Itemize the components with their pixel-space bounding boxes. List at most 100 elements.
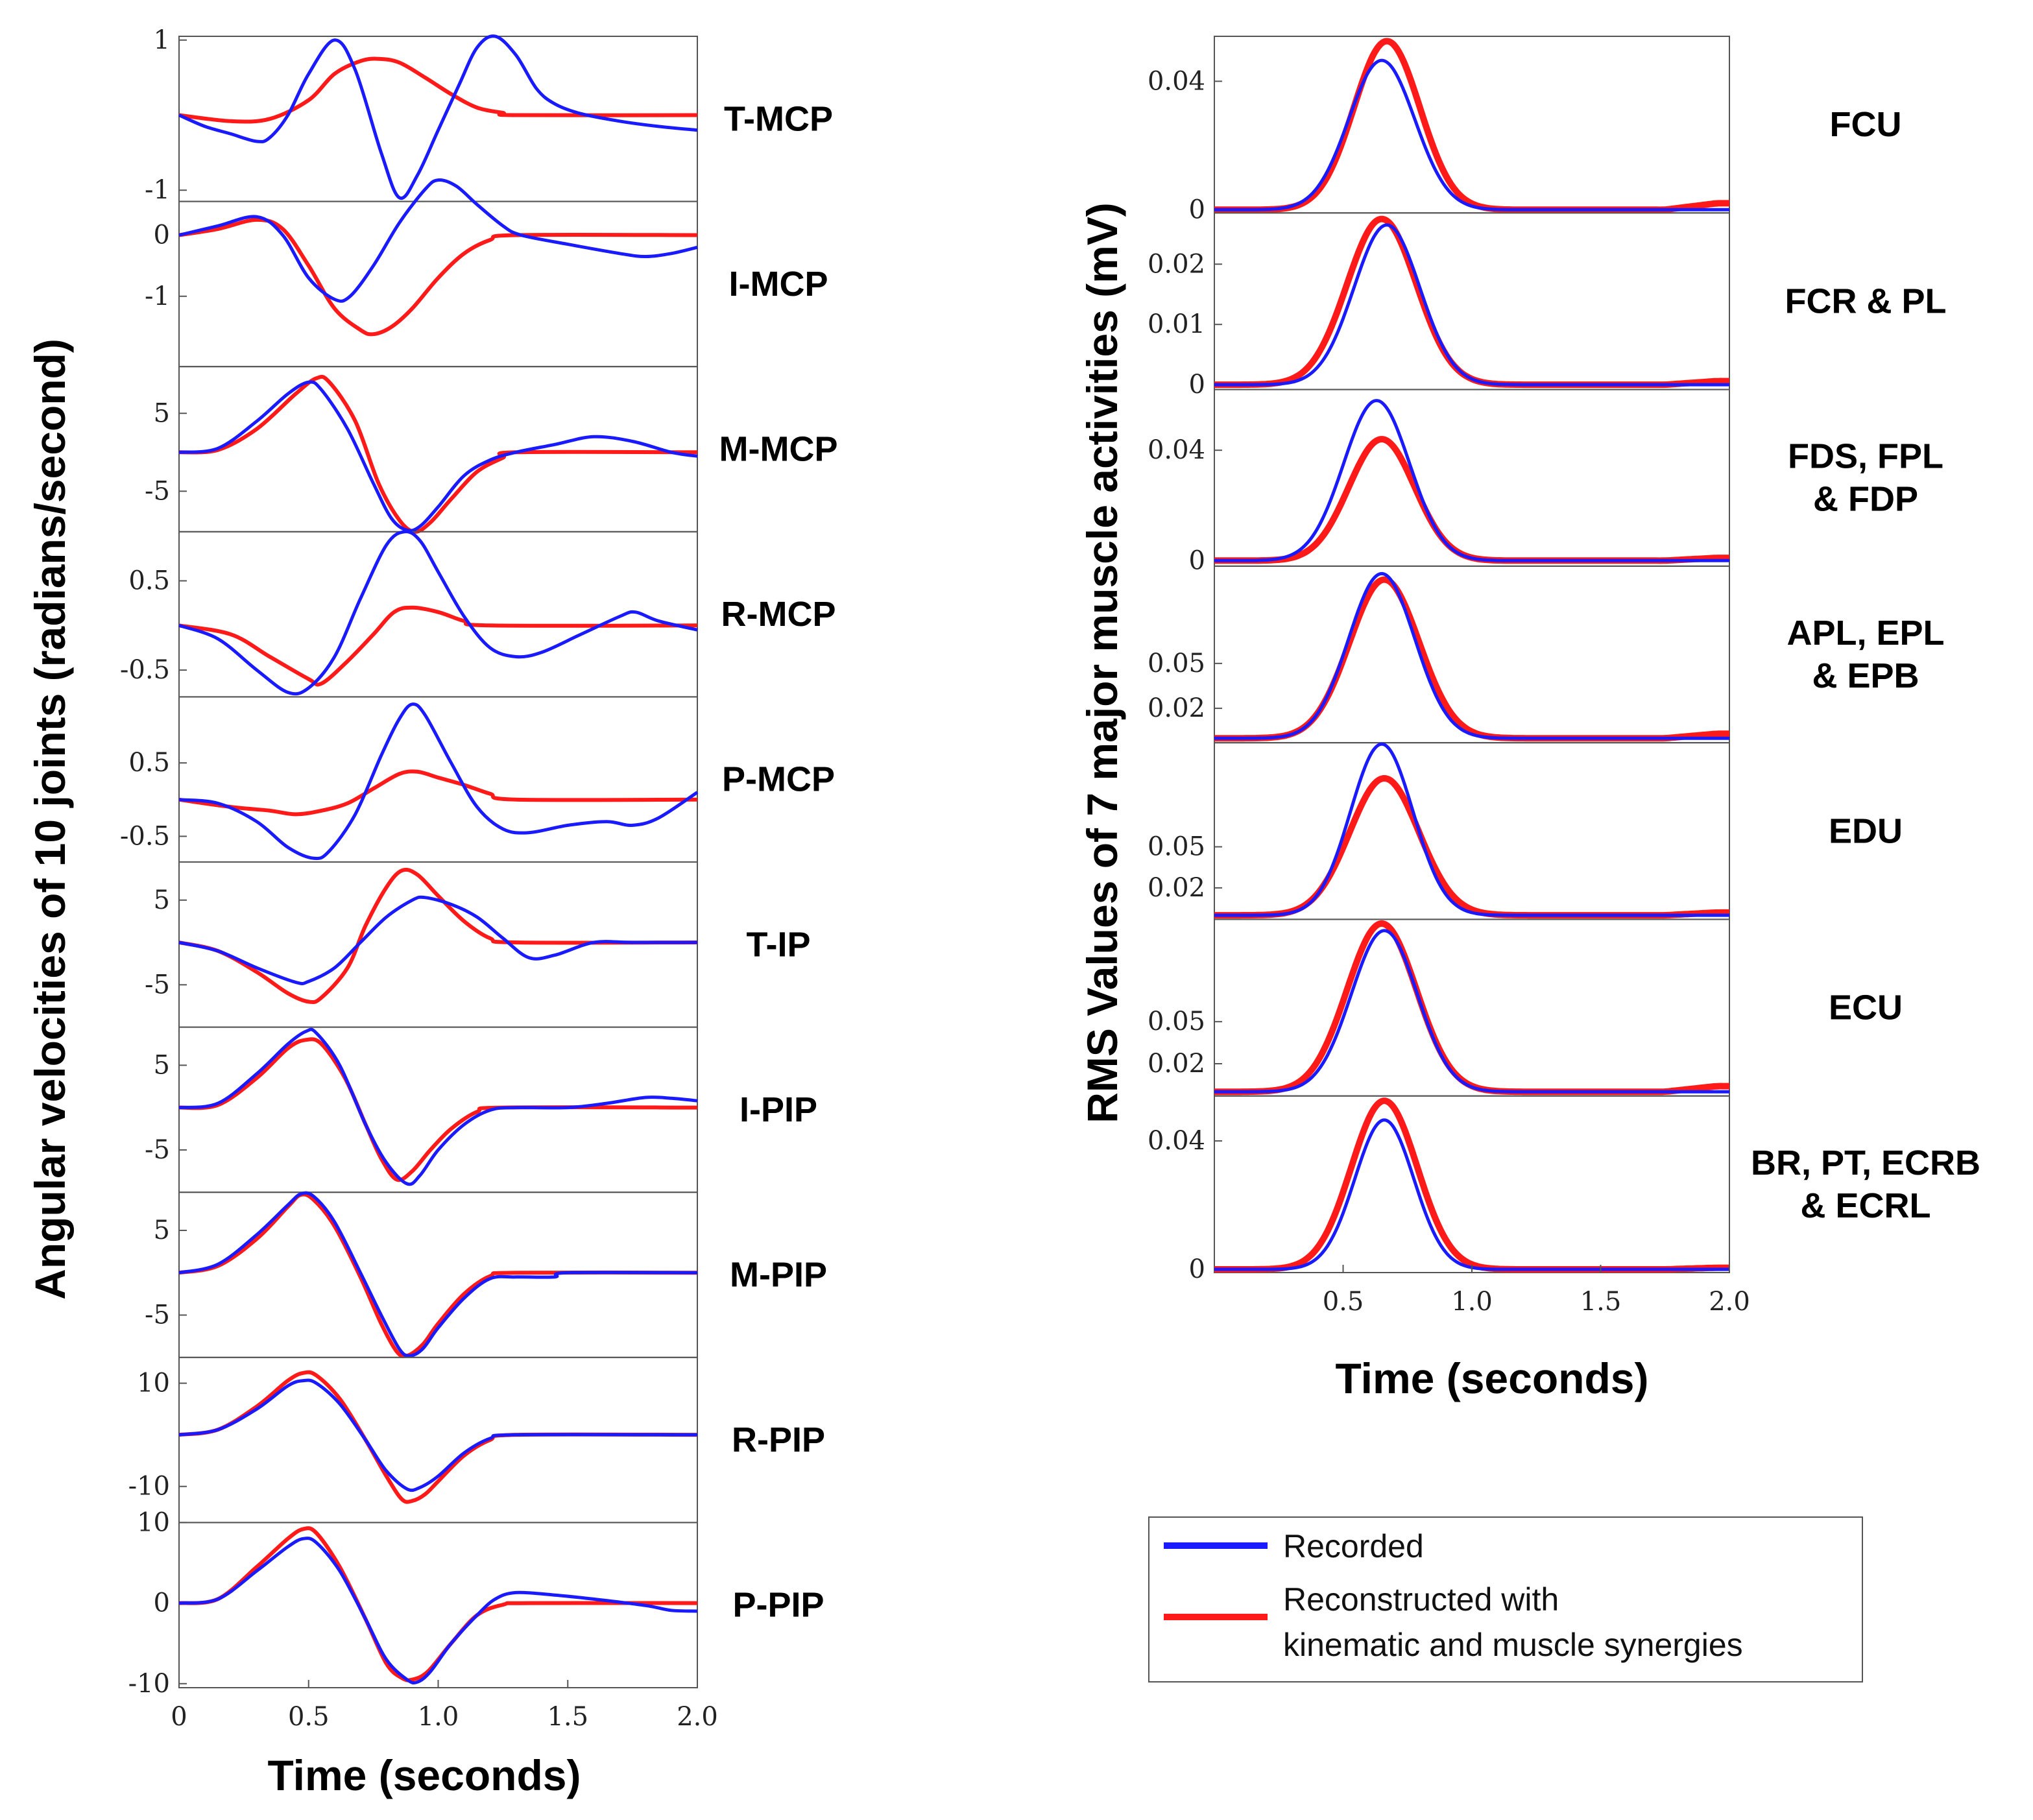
- y-tick-label: -0.5: [120, 821, 170, 851]
- y-tick-label: 0.04: [1148, 1126, 1205, 1156]
- subplot-label: BR, PT, ECRB: [1751, 1143, 1980, 1182]
- series-line-recorded: [178, 895, 697, 986]
- series-line-reconstructed: [1214, 775, 1729, 919]
- series-line-recorded: [178, 1378, 698, 1492]
- subplot-label: R-MCP: [721, 595, 836, 634]
- subplot-frame: [178, 1191, 698, 1358]
- subplot-frame: [178, 1026, 698, 1193]
- x-tick-label: 1.0: [418, 1702, 459, 1732]
- subplot-label: T-MCP: [724, 99, 833, 138]
- subplot-i-pip: 5 -5 I-PIP: [145, 1026, 817, 1193]
- subplot-label: ECU: [1829, 988, 1903, 1027]
- subplot-t-mcp: 1 -1 T-MCP: [145, 25, 833, 205]
- subplot-label: R-PIP: [732, 1420, 825, 1459]
- left-x-axis-title: Time (seconds): [268, 1751, 581, 1799]
- y-tick-label: 0: [154, 220, 170, 250]
- legend-swatch-recorded: [1164, 1542, 1268, 1549]
- x-tick-label: 2.0: [677, 1702, 718, 1732]
- legend-swatch-reconstructed: [1164, 1614, 1268, 1620]
- subplot-label: FCU: [1830, 105, 1902, 144]
- series-line-reconstructed: [178, 1370, 698, 1504]
- y-tick-label: 0.04: [1148, 435, 1205, 465]
- y-tick-label: 0: [1189, 370, 1205, 400]
- series-line-recorded: [1214, 1118, 1729, 1271]
- x-tick-label: 1.0: [1451, 1287, 1493, 1317]
- subplot-label: P-MCP: [722, 760, 835, 799]
- subplot-frame: [1214, 212, 1730, 390]
- series-line-recorded: [1214, 399, 1729, 562]
- subplot-label: & FDP: [1813, 480, 1918, 519]
- legend: Recorded Reconstructed with kinematic an…: [1148, 1516, 1863, 1682]
- y-tick-label: 1: [154, 25, 170, 55]
- y-tick-label: -5: [145, 476, 170, 506]
- series-line-reconstructed: [178, 56, 698, 124]
- y-tick-label: -1: [145, 175, 170, 205]
- subplot-ecu: 0.05 0.02 ECU: [1148, 918, 1903, 1097]
- subplot-frame: [178, 200, 698, 368]
- x-tick-label: 1.5: [1580, 1287, 1622, 1317]
- series-line-recorded: [1214, 929, 1729, 1094]
- y-tick-label: 5: [154, 398, 170, 428]
- x-tick-label: 1.5: [547, 1702, 588, 1732]
- legend-label-reconstructed-line1: Reconstructed with: [1283, 1581, 1559, 1618]
- subplot-label: M-MCP: [719, 430, 838, 469]
- series-line-recorded: [1214, 742, 1729, 917]
- series-line-reconstructed: [1214, 1097, 1729, 1273]
- y-tick-label: 0.05: [1148, 1007, 1205, 1036]
- y-tick-label: 0.5: [128, 748, 170, 778]
- series-line-recorded: [178, 34, 698, 200]
- subplot-label: APL, EPL: [1786, 614, 1944, 653]
- subplot-frame: [1214, 36, 1730, 214]
- y-tick-label: 0: [1189, 545, 1205, 575]
- subplot-t-ip: 5 -5 T-IP: [145, 861, 811, 1028]
- right-y-axis-title: RMS Values of 7 major muscle activities …: [1078, 202, 1126, 1123]
- subplot-frame: [1214, 742, 1730, 920]
- subplot-label: FDS, FPL: [1788, 437, 1943, 476]
- series-line-reconstructed: [178, 867, 698, 1005]
- subplot-br-pt-ecrb-ecrl: 0.04 0 BR, PT, ECRB & ECRL: [1148, 1095, 1980, 1284]
- series-line-recorded: [1214, 58, 1729, 211]
- subplot-fcu: 0.04 0 FCU: [1148, 36, 1902, 224]
- series-line-recorded: [1214, 571, 1729, 740]
- x-tick-label: 0.5: [288, 1702, 330, 1732]
- series-line-recorded: [178, 178, 698, 303]
- subplot-label: I-MCP: [729, 265, 828, 304]
- subplot-apl-epl-epb: 0.05 0.02 APL, EPL& EPB: [1148, 565, 1945, 744]
- series-line-reconstructed: [178, 1526, 698, 1682]
- x-tick-label: 0: [171, 1702, 187, 1732]
- subplot-edu: 0.05 0.02 EDU: [1148, 742, 1903, 920]
- subplot-frame: [178, 1356, 698, 1524]
- series-line-reconstructed: [1214, 38, 1729, 213]
- series-line-recorded: [178, 1027, 698, 1186]
- y-tick-label: -10: [128, 1669, 170, 1699]
- series-line-reconstructed: [178, 1037, 698, 1182]
- subplot-fcr-pl: 0.02 0.01 0 FCR & PL: [1148, 212, 1947, 400]
- y-tick-label: 0: [154, 1588, 170, 1618]
- y-tick-label: -5: [145, 1135, 170, 1165]
- x-tick-label: 2.0: [1709, 1287, 1750, 1317]
- y-tick-label: 5: [154, 1215, 170, 1245]
- subplot-fds-fpl-fdp: 0.04 0 FDS, FPL & FDP: [1148, 389, 1943, 575]
- series-line-recorded: [178, 380, 698, 533]
- subplot-frame: [1214, 565, 1730, 744]
- x-tick-label: 0.5: [1323, 1287, 1364, 1317]
- subplot-r-pip: 10 -10 R-PIP: [128, 1356, 825, 1524]
- y-tick-label: -10: [128, 1472, 170, 1502]
- series-line-recorded: [178, 530, 698, 696]
- series-line-reconstructed: [178, 1192, 698, 1359]
- right-x-axis-title: Time (seconds): [1336, 1354, 1649, 1402]
- y-tick-label: 10: [137, 1507, 170, 1537]
- y-tick-label: -0.5: [120, 655, 170, 685]
- series-line-reconstructed: [1214, 215, 1729, 389]
- y-tick-label: 0.02: [1148, 873, 1205, 903]
- y-tick-label: 0.5: [128, 566, 170, 595]
- y-tick-label: 10: [137, 1369, 170, 1398]
- y-tick-label: -5: [145, 1300, 170, 1330]
- subplot-label: I-PIP: [740, 1090, 817, 1129]
- series-line-reconstructed: [1214, 436, 1729, 564]
- subplot-label: M-PIP: [730, 1256, 827, 1295]
- y-tick-label: 0.02: [1148, 693, 1205, 723]
- subplot-label: P-PIP: [732, 1586, 824, 1625]
- joint-velocity-chart: 1 -1 T-MCP 0 -1 I-MCP 5 -5 M-MCP 0.5 -0.5 R-MCP 0.5 -…: [120, 25, 838, 1732]
- subplot-label: & ECRL: [1801, 1186, 1931, 1225]
